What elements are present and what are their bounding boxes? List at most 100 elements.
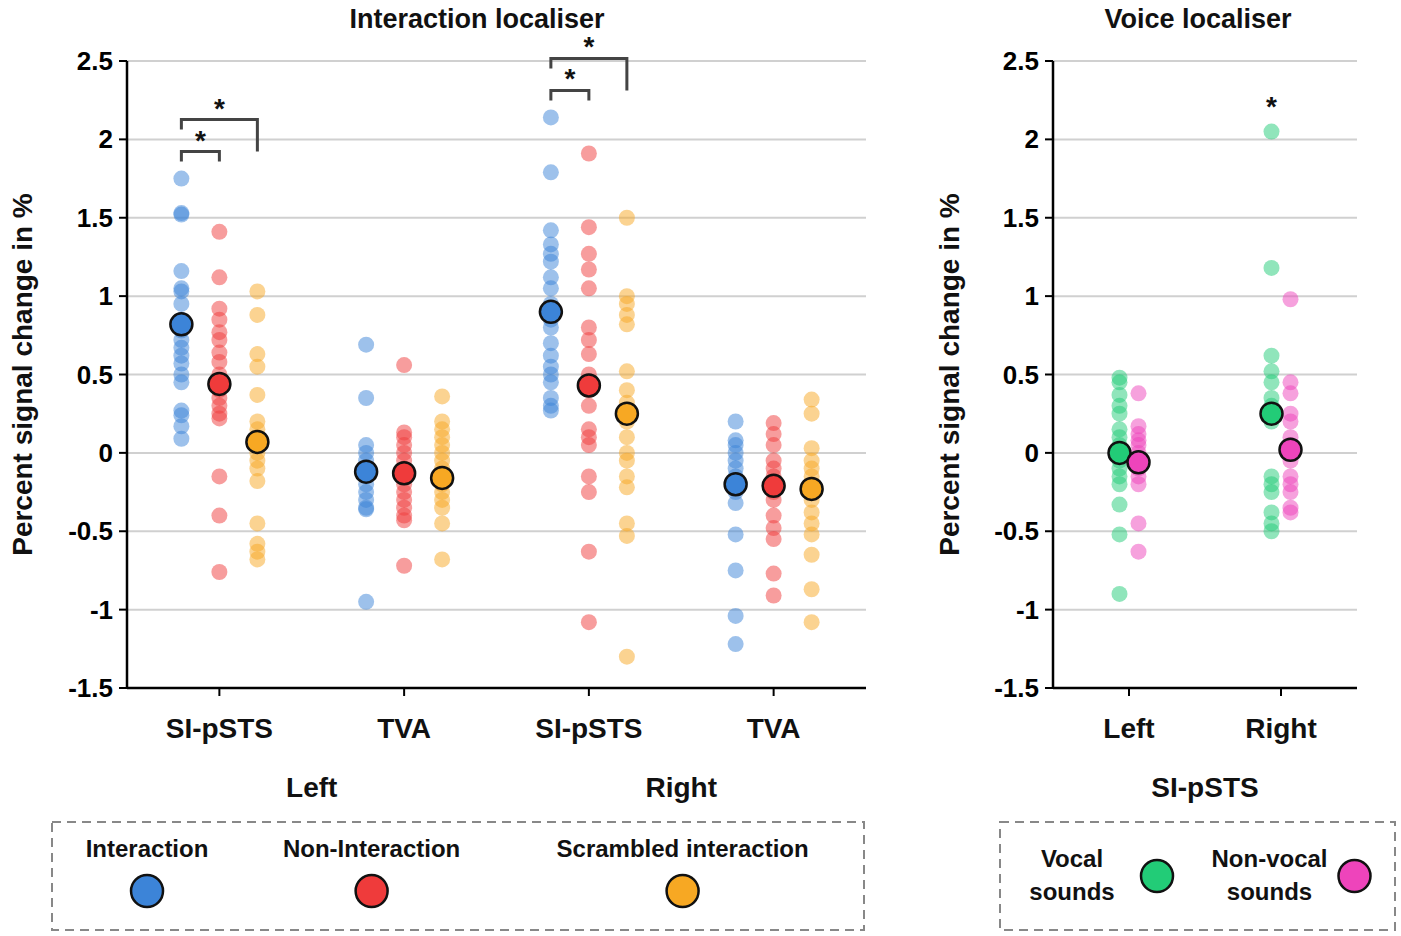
subject-point <box>619 528 635 544</box>
tick-label: 0 <box>99 438 113 468</box>
mean-point <box>1128 451 1150 473</box>
subject-point <box>619 316 635 332</box>
subject-point <box>728 414 744 430</box>
subject-point <box>543 280 559 296</box>
subject-point <box>434 388 450 404</box>
subject-point <box>173 263 189 279</box>
subject-point <box>1283 291 1299 307</box>
subject-point <box>396 558 412 574</box>
grid-line <box>127 687 866 689</box>
category-tick <box>403 688 405 696</box>
legend-swatch <box>356 875 388 907</box>
subject-point <box>1112 586 1128 602</box>
tick-label: 1.5 <box>1003 203 1039 233</box>
tick-label: -1 <box>90 595 113 625</box>
subject-point <box>619 479 635 495</box>
mean-point <box>616 403 638 425</box>
subject-point <box>804 547 820 563</box>
y-axis-label: Percent signal change in % <box>934 193 965 556</box>
subject-point <box>804 581 820 597</box>
tick-label: -0.5 <box>68 516 113 546</box>
grid-line <box>1053 530 1357 532</box>
legend-label: Interaction <box>86 835 209 862</box>
subject-point <box>1283 385 1299 401</box>
subject-point <box>766 588 782 604</box>
legend-box <box>1000 822 1395 930</box>
mean-point <box>1280 439 1302 461</box>
subject-point <box>543 374 559 390</box>
legend-label: Vocal sounds <box>1029 845 1114 905</box>
subject-point <box>358 390 374 406</box>
subject-point <box>804 526 820 542</box>
y-axis <box>1052 61 1055 688</box>
legend-swatch <box>1339 860 1371 892</box>
subject-point <box>173 207 189 223</box>
grid-line <box>127 217 866 219</box>
figure: Interaction localiser-1.5-1-0.500.511.52… <box>0 0 1401 936</box>
subject-point <box>543 222 559 238</box>
subject-point <box>396 357 412 373</box>
tick-label: 0.5 <box>77 360 113 390</box>
subject-point <box>1264 124 1280 140</box>
subject-point <box>1112 526 1128 542</box>
subject-point <box>581 346 597 362</box>
subject-point <box>1131 385 1147 401</box>
grid-line <box>1053 609 1357 611</box>
subject-point <box>1112 476 1128 492</box>
category-tick <box>588 688 590 696</box>
subject-point <box>581 261 597 277</box>
grid-line <box>1053 452 1357 454</box>
tick-label: 2 <box>1025 124 1039 154</box>
category-label: Left <box>1103 713 1154 744</box>
legend-line: Vocal <box>1041 845 1103 872</box>
grid-line <box>1053 374 1357 376</box>
subject-point <box>358 337 374 353</box>
subject-point <box>358 594 374 610</box>
tick-label: 2.5 <box>1003 46 1039 76</box>
tick-label: -0.5 <box>994 516 1039 546</box>
category-label: SI-pSTS <box>166 713 273 744</box>
subject-point <box>581 484 597 500</box>
subject-point <box>211 468 227 484</box>
significance-star: * <box>564 63 575 94</box>
grid-line <box>127 374 866 376</box>
x-axis-label: SI-pSTS <box>1151 772 1258 803</box>
data-group <box>1109 124 1302 602</box>
subject-point <box>1112 497 1128 513</box>
significance-star: * <box>195 125 206 156</box>
subject-point <box>581 332 597 348</box>
mean-point <box>393 462 415 484</box>
subject-point <box>434 500 450 516</box>
legend-box <box>52 822 864 930</box>
tick-label: 1.5 <box>77 203 113 233</box>
legend-swatch <box>131 875 163 907</box>
mean-point <box>540 301 562 323</box>
mean-point <box>578 374 600 396</box>
subject-point <box>1131 515 1147 531</box>
subject-point <box>249 359 265 375</box>
subject-point <box>249 473 265 489</box>
mean-point <box>431 467 453 489</box>
subject-point <box>543 403 559 419</box>
subject-point <box>804 406 820 422</box>
subject-point <box>173 171 189 187</box>
grid-line <box>127 530 866 532</box>
grid-line <box>127 609 866 611</box>
subject-point <box>211 410 227 426</box>
subject-point <box>1264 260 1280 276</box>
title: Voice localiser <box>1104 4 1292 34</box>
legend-swatch <box>667 875 699 907</box>
legend-line: sounds <box>1029 878 1114 905</box>
x-axis <box>1053 687 1357 690</box>
x-axis <box>127 687 866 690</box>
category-label: TVA <box>377 713 431 744</box>
mean-point <box>801 478 823 500</box>
panel: Voice localiser-1.5-1-0.500.511.522.5Per… <box>934 4 1395 930</box>
subject-point <box>804 614 820 630</box>
category-tick <box>218 688 220 696</box>
legend-label: Non-vocalsounds <box>1211 845 1327 905</box>
tick-label: -1 <box>1016 595 1039 625</box>
category-tick <box>773 688 775 696</box>
category-label: Right <box>1245 713 1317 744</box>
subject-point <box>581 145 597 161</box>
